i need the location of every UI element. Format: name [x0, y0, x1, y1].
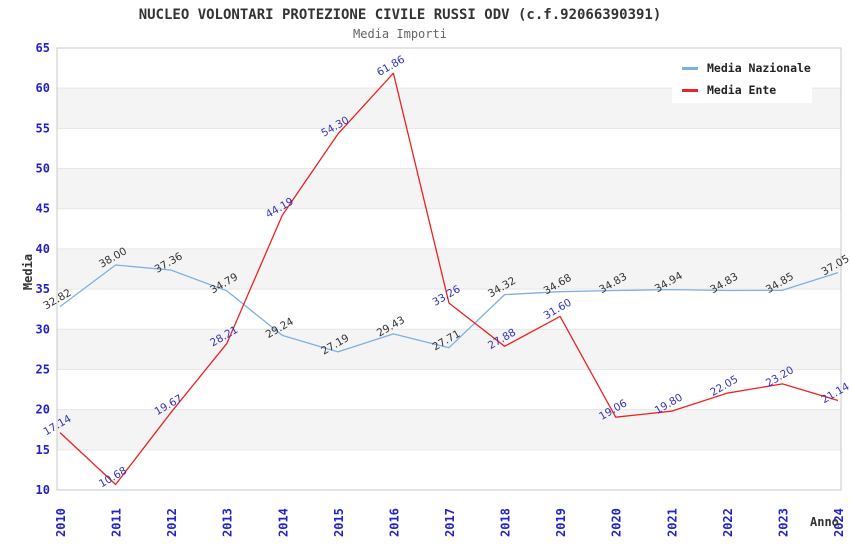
x-tick-label: 2014 — [276, 508, 290, 537]
legend-swatch-media-ente — [682, 88, 698, 92]
y-tick-label: 15 — [36, 443, 50, 457]
y-tick-label: 40 — [36, 242, 50, 256]
plot-band — [57, 248, 841, 290]
plot-band — [57, 369, 841, 410]
y-tick-label: 60 — [36, 81, 50, 95]
x-tick-label: 2018 — [499, 508, 513, 537]
x-tick-label: 2010 — [54, 508, 68, 537]
y-tick-label: 30 — [36, 322, 50, 336]
plot-band — [57, 208, 841, 249]
x-tick-label: 2013 — [221, 508, 235, 537]
x-tick-label: 2017 — [443, 508, 457, 537]
plot-band — [57, 289, 841, 330]
plot-band — [57, 449, 841, 490]
series-line-0 — [59, 264, 839, 353]
chart-title: NUCLEO VOLONTARI PROTEZIONE CIVILE RUSSI… — [138, 7, 662, 23]
x-tick-label: 2023 — [776, 508, 790, 537]
y-tick-label: 20 — [36, 403, 50, 417]
plot-band — [57, 128, 841, 169]
legend: Media Nazionale Media Ente — [672, 57, 812, 103]
x-tick-label: 2020 — [610, 508, 624, 537]
x-tick-label: 2021 — [665, 508, 679, 537]
y-tick-label: 45 — [36, 202, 50, 216]
y-axis-title: Media — [21, 253, 35, 291]
y-tick-label: 35 — [36, 282, 50, 296]
plot-band — [57, 409, 841, 450]
legend-swatch-media-nazionale — [682, 66, 698, 70]
x-tick-label: 2015 — [332, 508, 346, 537]
y-tick-label: 50 — [36, 162, 50, 176]
x-tick-label: 2011 — [110, 508, 124, 537]
x-tick-label: 2012 — [165, 508, 179, 537]
x-tick-label: 2024 — [832, 508, 846, 537]
x-tick-label: 2022 — [721, 508, 735, 537]
legend-item-media-ente: Media Ente — [672, 79, 812, 101]
y-tick-label: 25 — [36, 362, 50, 376]
chart-subtitle: Media Importi — [353, 27, 447, 41]
legend-label-media-ente: Media Ente — [707, 83, 777, 97]
y-tick-label: 55 — [36, 121, 50, 135]
plot-band — [57, 329, 841, 370]
x-tick-label: 2016 — [387, 508, 401, 537]
x-axis-title: Anno — [810, 515, 839, 529]
legend-label-media-nazionale: Media Nazionale — [707, 61, 811, 75]
legend-item-media-nazionale: Media Nazionale — [672, 57, 812, 79]
x-tick-label: 2019 — [554, 508, 568, 537]
series-line-1 — [59, 72, 839, 486]
plot-border — [56, 47, 842, 491]
plot-band — [57, 168, 841, 209]
y-tick-label: 10 — [36, 483, 50, 497]
y-tick-label: 65 — [36, 41, 50, 55]
